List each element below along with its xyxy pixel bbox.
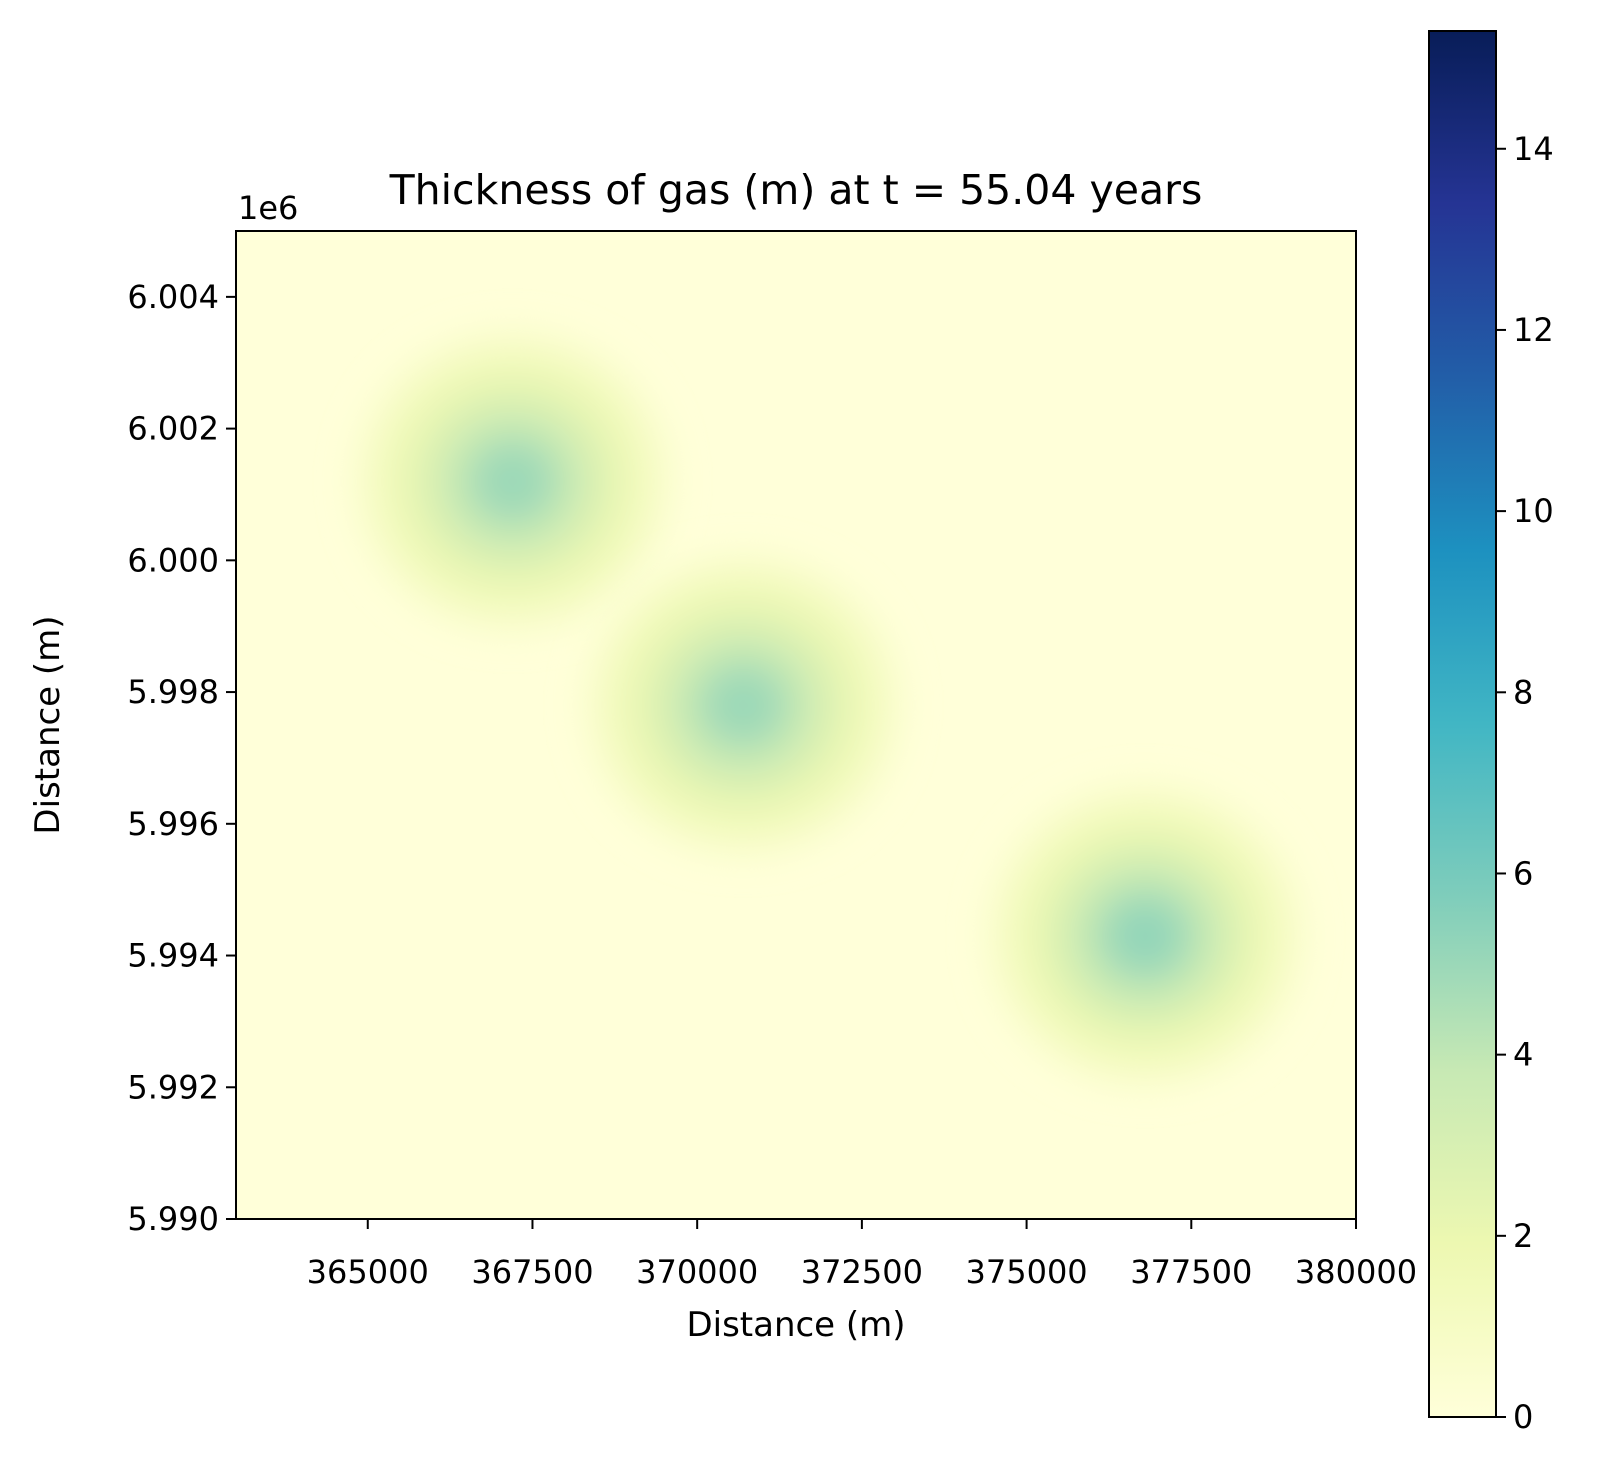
gas-plume-2 — [585, 555, 901, 856]
colorbar-tick-label: 14 — [1513, 130, 1554, 168]
colorbar-tick-label: 12 — [1513, 311, 1554, 349]
y-axis-label: Distance (m) — [28, 615, 68, 834]
plume-contour — [1107, 899, 1183, 972]
colorbar-tick-label: 2 — [1513, 1217, 1533, 1255]
y-tick-label: 5.992 — [127, 1068, 219, 1106]
gas-plume-1 — [355, 331, 671, 632]
colorbar-tick-label: 6 — [1513, 854, 1533, 892]
x-tick-label: 370000 — [636, 1253, 758, 1291]
x-tick-label: 380000 — [1295, 1253, 1417, 1291]
x-tick-label: 367500 — [471, 1253, 593, 1291]
gas-plume-3 — [987, 785, 1303, 1086]
x-tick-label: 377500 — [1130, 1253, 1252, 1291]
plume-contour — [705, 669, 782, 742]
x-axis-ticks: 365000 367500 370000 372500 375000 377500 3800… — [307, 1219, 1417, 1291]
colorbar: 0 2 4 6 8 10 12 14 — [1428, 30, 1554, 1436]
plot-frame — [235, 230, 1357, 1220]
x-tick-label: 365000 — [307, 1253, 429, 1291]
plume-contour — [474, 445, 551, 518]
y-tick-label: 6.000 — [127, 541, 219, 579]
y-tick-label: 5.998 — [127, 673, 219, 711]
heatmap-plot — [235, 230, 1357, 1220]
x-axis-label: Distance (m) — [686, 1305, 905, 1345]
y-offset-label: 1e6 — [238, 189, 298, 227]
y-axis-ticks: 5.990 5.992 5.994 5.996 5.998 6.000 6.002 6.004 — [127, 278, 236, 1238]
colorbar-tick-label: 8 — [1513, 673, 1533, 711]
chart-title: Thickness of gas (m) at t = 55.04 years — [389, 166, 1203, 214]
x-tick-label: 375000 — [966, 1253, 1088, 1291]
y-tick-label: 6.004 — [127, 278, 219, 316]
y-tick-label: 6.002 — [127, 410, 219, 448]
colorbar-gradient — [1429, 31, 1496, 1417]
y-tick-label: 5.994 — [127, 937, 219, 975]
x-tick-label: 372500 — [801, 1253, 923, 1291]
y-tick-label: 5.996 — [127, 805, 219, 843]
colorbar-tick-label: 10 — [1513, 492, 1554, 530]
y-tick-label: 5.990 — [127, 1200, 219, 1238]
colorbar-ticks: 0 2 4 6 8 10 12 14 — [1496, 130, 1554, 1436]
colorbar-tick-label: 4 — [1513, 1036, 1533, 1074]
colorbar-frame — [1428, 30, 1497, 1418]
colorbar-tick-label: 0 — [1513, 1398, 1533, 1436]
plume-layer — [355, 331, 1303, 1086]
